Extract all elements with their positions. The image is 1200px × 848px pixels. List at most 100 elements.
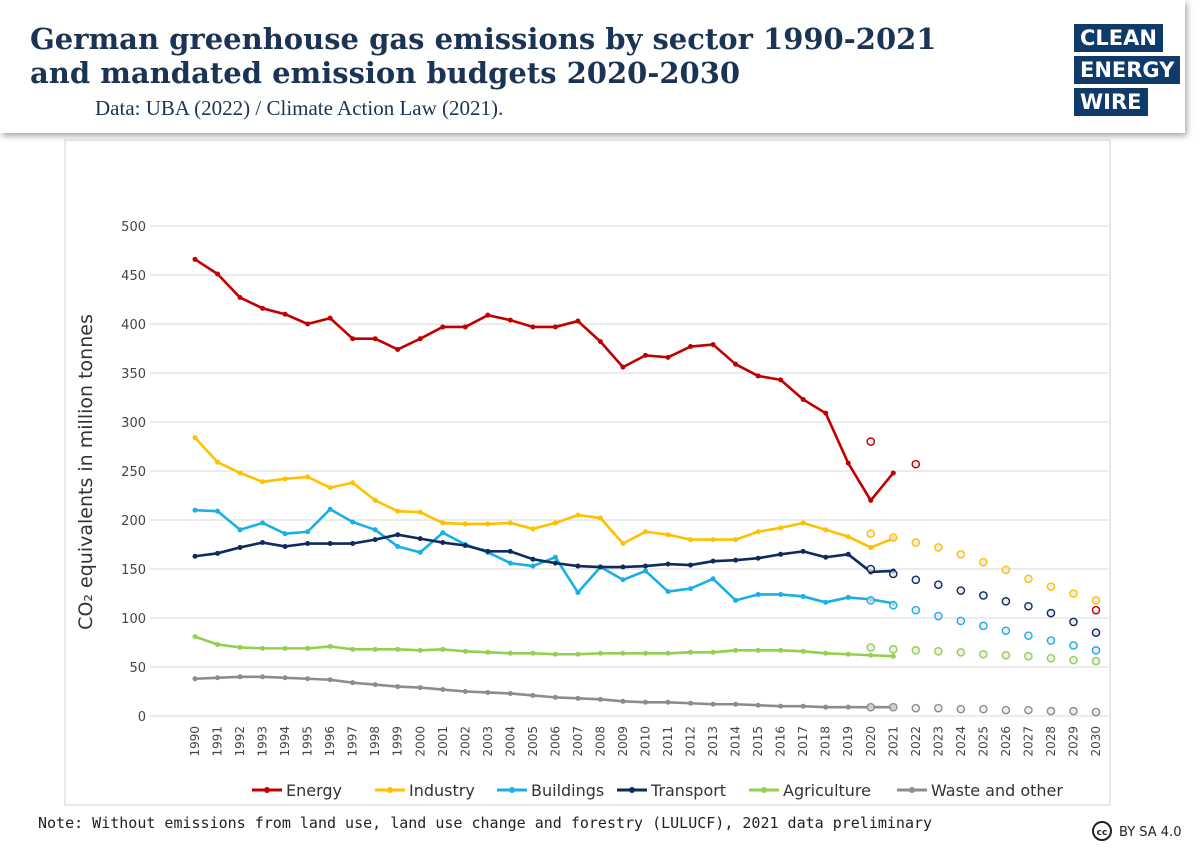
data-point (237, 527, 243, 533)
data-point (530, 650, 536, 656)
data-point (282, 543, 288, 549)
data-point (710, 649, 716, 655)
data-point (507, 520, 513, 526)
data-point (417, 509, 423, 515)
data-point (395, 508, 401, 514)
x-tick-label: 2007 (571, 726, 585, 757)
x-tick-label: 2010 (639, 726, 653, 757)
data-point (237, 470, 243, 476)
data-point (643, 699, 648, 705)
y-tick-label: 0 (138, 710, 146, 725)
data-point (710, 342, 716, 348)
budget-point (866, 529, 876, 539)
budget-point (956, 586, 966, 595)
data-point (440, 646, 446, 652)
data-point (845, 534, 851, 540)
budget-point (1091, 628, 1101, 638)
x-tick-label: 1999 (391, 726, 405, 757)
budget-point (979, 649, 988, 659)
data-point (575, 318, 581, 324)
data-point (327, 541, 333, 547)
y-tick-label: 100 (121, 612, 146, 627)
x-tick-label: 2022 (909, 726, 923, 757)
data-point (282, 645, 288, 651)
x-tick-label: 2006 (548, 726, 562, 757)
data-point (733, 537, 739, 543)
x-tick-label: 2005 (526, 726, 540, 757)
logo-line: CLEAN (1074, 24, 1163, 52)
budget-point (911, 538, 921, 547)
data-point (260, 520, 266, 526)
data-point (575, 563, 581, 569)
x-tick-label: 2016 (774, 726, 788, 757)
data-point (372, 682, 378, 688)
data-point (282, 675, 288, 681)
cc-icon-text: cc (1097, 828, 1108, 838)
data-point (462, 689, 468, 694)
data-point (823, 650, 829, 656)
data-point (710, 558, 716, 564)
data-point (800, 648, 806, 654)
data-point (530, 692, 536, 698)
data-point (733, 557, 739, 563)
legend-label: Energy (286, 781, 342, 800)
data-point (507, 690, 513, 696)
data-point (688, 649, 694, 655)
budget-point (1001, 650, 1011, 660)
x-tick-label: 2001 (436, 726, 450, 757)
budget-point (1069, 589, 1078, 598)
data-point (507, 560, 513, 566)
data-point (417, 647, 423, 653)
x-tick-label: 1994 (278, 726, 292, 757)
data-point (485, 312, 491, 318)
data-point (507, 548, 513, 554)
budget-point (911, 703, 921, 713)
data-point (688, 537, 694, 543)
x-tick-label: 2008 (593, 726, 607, 757)
data-point (462, 521, 468, 527)
logo-line: WIRE (1074, 88, 1148, 116)
legend-marker (387, 787, 393, 793)
data-point (688, 562, 694, 568)
series-line (194, 436, 894, 549)
budget-point (934, 611, 943, 621)
legend-marker (509, 787, 515, 793)
data-point (710, 701, 716, 707)
budget-point (956, 550, 966, 559)
data-point (327, 506, 333, 512)
data-point (823, 554, 829, 560)
data-point (372, 336, 378, 342)
data-point (305, 676, 311, 682)
y-tick-label: 350 (121, 367, 146, 382)
data-point (305, 321, 311, 327)
data-point (417, 685, 423, 691)
data-point (192, 507, 198, 513)
x-tick-label: 2017 (796, 726, 810, 757)
data-point (530, 556, 536, 562)
data-point (868, 652, 874, 658)
y-tick-label: 50 (129, 661, 146, 676)
data-point (215, 271, 221, 277)
data-point (305, 529, 311, 535)
legend-label: Transport (650, 781, 726, 800)
license: BY SA 4.0 (1119, 825, 1181, 840)
budget-point (934, 703, 943, 713)
data-point (440, 324, 446, 330)
budget-point (979, 704, 988, 714)
budget-point (934, 580, 943, 589)
data-point (395, 532, 401, 538)
x-tick-label: 2030 (1089, 726, 1103, 757)
data-point (440, 540, 446, 546)
data-point (620, 698, 626, 704)
data-point (733, 701, 739, 707)
y-tick-label: 200 (121, 514, 146, 529)
data-point (215, 508, 221, 514)
data-point (395, 646, 401, 652)
x-tick-label: 1995 (301, 726, 315, 757)
x-tick-label: 2029 (1066, 726, 1080, 757)
budget-point (1091, 707, 1101, 717)
budget-point (911, 646, 921, 655)
data-point (350, 519, 356, 525)
budget-point (1091, 596, 1101, 605)
data-point (192, 634, 198, 640)
